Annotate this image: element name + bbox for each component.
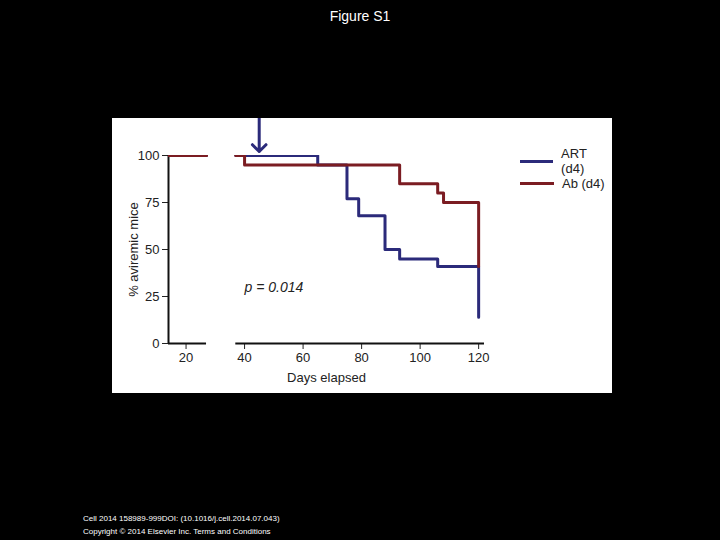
svg-text:25: 25: [145, 289, 159, 304]
svg-text:120: 120: [468, 350, 490, 365]
html-text:Cell 2014 158989-999DOI: (10.1: Cell 2014 158989-999DOI: (10.1016/j.cell…: [83, 514, 280, 523]
html-text:Figure S1: Figure S1: [329, 8, 391, 24]
svg-text:80: 80: [354, 350, 368, 365]
svg-text:0: 0: [152, 336, 159, 351]
svg-text:75: 75: [145, 195, 159, 210]
svg-text:p = 0.014: p = 0.014: [244, 279, 304, 295]
svg-text:Days elapsed: Days elapsed: [287, 370, 366, 385]
svg-text:% aviremic mice: % aviremic mice: [126, 202, 141, 297]
svg-text:20: 20: [179, 350, 193, 365]
svg-text:60: 60: [296, 350, 310, 365]
html-text:Ab (d4): Ab (d4): [562, 175, 605, 191]
svg-text:100: 100: [409, 350, 431, 365]
html-text:Copyright © 2014 Elsevier Inc.: Copyright © 2014 Elsevier Inc. Terms and…: [83, 527, 271, 536]
svg-text:40: 40: [237, 350, 251, 365]
html-text:ART (d4): ART (d4): [561, 146, 587, 176]
svg-text:50: 50: [145, 242, 159, 257]
svg-text:100: 100: [138, 148, 160, 163]
